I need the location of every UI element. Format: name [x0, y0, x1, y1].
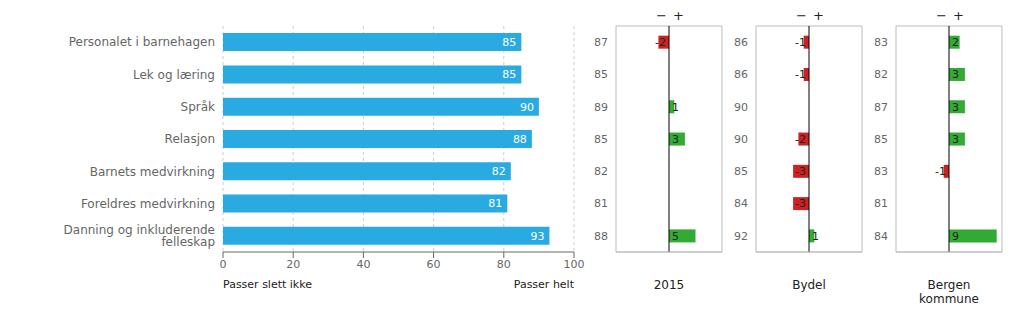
- svg-text:88: 88: [513, 133, 527, 146]
- svg-text:86: 86: [734, 36, 748, 49]
- svg-text:88: 88: [594, 230, 608, 243]
- svg-text:1: 1: [812, 230, 819, 243]
- svg-text:-1: -1: [935, 165, 946, 178]
- svg-text:83: 83: [874, 36, 888, 49]
- svg-text:84: 84: [734, 197, 748, 210]
- svg-text:3: 3: [952, 101, 959, 114]
- svg-text:85: 85: [874, 133, 888, 146]
- svg-text:40: 40: [356, 258, 370, 271]
- html-text:Passer helt: Passer helt: [513, 278, 574, 291]
- svg-text:Språk: Språk: [181, 100, 216, 114]
- svg-text:-2: -2: [655, 36, 666, 49]
- svg-text:87: 87: [874, 101, 888, 114]
- svg-text:9: 9: [952, 230, 959, 243]
- svg-text:100: 100: [564, 258, 585, 271]
- html-text:2015: 2015: [653, 278, 685, 292]
- svg-text:86: 86: [734, 68, 748, 81]
- svg-text:-1: -1: [795, 36, 806, 49]
- svg-text:81: 81: [488, 197, 502, 210]
- html-text:Passer slett ikke: Passer slett ikke: [223, 278, 312, 291]
- svg-text:-1: -1: [795, 68, 806, 81]
- svg-text:Relasjon: Relasjon: [165, 132, 215, 146]
- svg-text:82: 82: [492, 165, 506, 178]
- svg-text:85: 85: [502, 68, 516, 81]
- svg-text:Lek og læring: Lek og læring: [133, 68, 215, 82]
- svg-text:3: 3: [672, 133, 679, 146]
- svg-text:5: 5: [672, 230, 679, 243]
- svg-text:Danning og inkluderendefellesk: Danning og inkluderendefelleskap: [64, 223, 215, 249]
- svg-text:20: 20: [286, 258, 300, 271]
- svg-text:82: 82: [874, 68, 888, 81]
- svg-text:81: 81: [874, 197, 888, 210]
- svg-text:85: 85: [594, 68, 608, 81]
- svg-text:93: 93: [530, 230, 544, 243]
- html-text:Bergen kommune: Bergen kommune: [919, 278, 979, 306]
- svg-text:90: 90: [520, 101, 534, 114]
- svg-text:3: 3: [952, 68, 959, 81]
- svg-text:60: 60: [427, 258, 441, 271]
- svg-text:2: 2: [952, 36, 959, 49]
- html-text:Bydel: Bydel: [792, 278, 826, 292]
- svg-text:90: 90: [734, 101, 748, 114]
- svg-text:80: 80: [497, 258, 511, 271]
- svg-text:90: 90: [734, 133, 748, 146]
- svg-text:85: 85: [594, 133, 608, 146]
- svg-text:Barnets medvirkning: Barnets medvirkning: [90, 165, 215, 179]
- svg-text:3: 3: [952, 133, 959, 146]
- svg-text:1: 1: [672, 101, 679, 114]
- svg-text:-3: -3: [795, 165, 806, 178]
- svg-text:82: 82: [594, 165, 608, 178]
- svg-text:-3: -3: [795, 197, 806, 210]
- svg-text:Personalet i barnehagen: Personalet i barnehagen: [69, 35, 215, 49]
- svg-text:87: 87: [594, 36, 608, 49]
- svg-text:92: 92: [734, 230, 748, 243]
- svg-text:83: 83: [874, 165, 888, 178]
- svg-text:85: 85: [502, 36, 516, 49]
- svg-text:0: 0: [220, 258, 227, 271]
- svg-text:84: 84: [874, 230, 888, 243]
- svg-text:Foreldres medvirkning: Foreldres medvirkning: [81, 197, 215, 211]
- svg-text:85: 85: [734, 165, 748, 178]
- svg-text:81: 81: [594, 197, 608, 210]
- svg-text:-2: -2: [795, 133, 806, 146]
- svg-text:89: 89: [594, 101, 608, 114]
